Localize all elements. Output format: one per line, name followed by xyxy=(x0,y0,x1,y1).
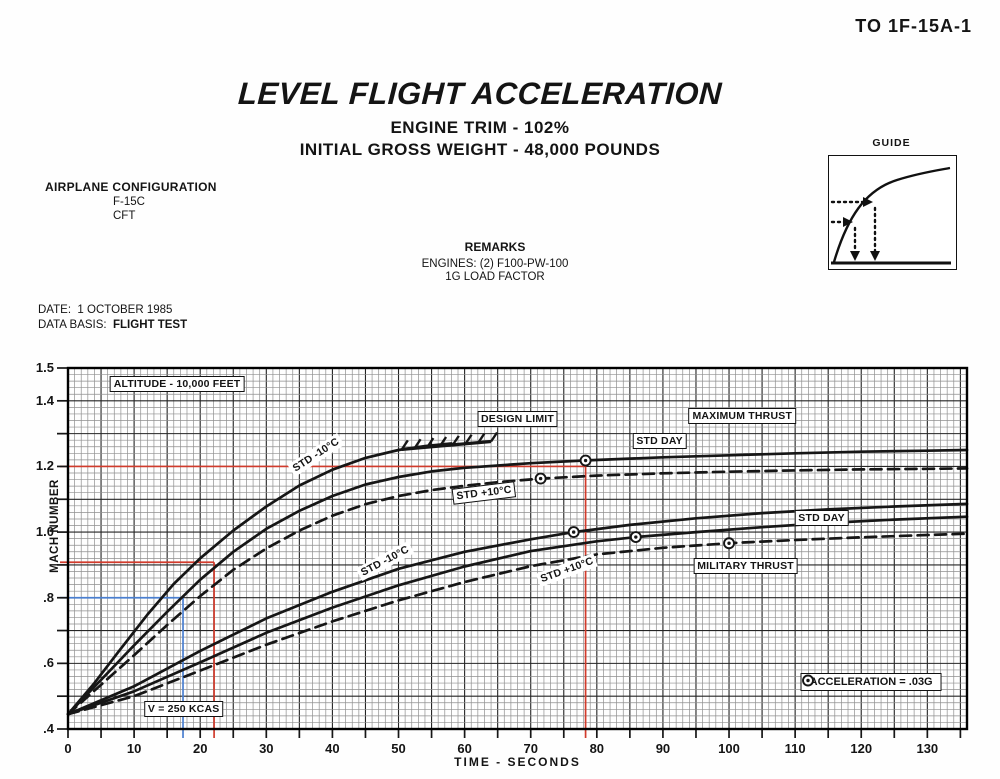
airplane-configuration-heading: AIRPLANE CONFIGURATION xyxy=(45,180,217,194)
date-value: 1 OCTOBER 1985 xyxy=(77,304,173,316)
acceleration-marker-icon xyxy=(567,526,580,539)
x-tick-label: 130 xyxy=(916,741,939,756)
doc-number: TO 1F-15A-1 xyxy=(855,16,972,36)
x-axis-label: TIME - SECONDS xyxy=(454,755,581,769)
curve-military-thrust-std-plus-10C xyxy=(66,532,969,716)
acceleration-marker-icon xyxy=(802,674,815,687)
chart-label-design-limit-label: DESIGN LIMIT xyxy=(477,410,558,427)
page-title: LEVEL FLIGHT ACCELERATION xyxy=(237,76,723,111)
y-tick-label: .4 xyxy=(43,721,54,736)
acceleration-marker-icon xyxy=(534,472,547,485)
x-tick-label: 70 xyxy=(523,741,538,756)
remarks-heading: REMARKS xyxy=(464,240,526,254)
acceleration-chart-plot-area: 0 10 20 30 40 50 60 70 80 90 100 110 120 130 1.5 1.4 1.2… xyxy=(36,360,969,756)
date-label: DATE: xyxy=(38,304,72,316)
subtitle-engine-trim: ENGINE TRIM - 102% xyxy=(390,118,570,137)
guide-inset xyxy=(828,155,957,270)
curve-maximum-thrust-std-minus-10C xyxy=(66,442,453,716)
acceleration-marker-icon xyxy=(579,454,592,467)
airplane-configuration-model: F-15C xyxy=(113,196,145,208)
date-data-basis: DATE: 1 OCTOBER 1985 DATA BASIS: FLIGHT … xyxy=(38,303,187,333)
x-tick-label: 50 xyxy=(391,741,406,756)
y-tick-label: 1.5 xyxy=(35,360,54,375)
y-tick-label: 1.4 xyxy=(35,392,54,408)
subtitle-gross-weight: INITIAL GROSS WEIGHT - 48,000 POUNDS xyxy=(299,140,661,159)
x-tick-label: 90 xyxy=(655,741,671,756)
data-basis-label: DATA BASIS: xyxy=(38,319,107,331)
chart-label-military-thrust-label: MILITARY THRUST xyxy=(693,557,798,574)
y-tick-label: .8 xyxy=(43,589,54,605)
x-tick-label: 40 xyxy=(325,741,340,756)
guide-label: GUIDE xyxy=(872,137,911,149)
x-tick-label: 100 xyxy=(718,741,740,756)
y-tick-label: 1.2 xyxy=(35,458,54,474)
x-tick-label: 30 xyxy=(259,741,274,756)
airplane-configuration-cft: CFT xyxy=(113,210,136,222)
chart-label-altitude-note: ALTITUDE - 10,000 FEET xyxy=(109,375,245,392)
acceleration-marker-icon xyxy=(723,537,735,550)
x-tick-label: 60 xyxy=(457,741,472,756)
legend-acceleration: ACCELERATION = .03G xyxy=(800,673,942,692)
x-tick-label: 110 xyxy=(784,741,806,756)
airplane-configuration: AIRPLANE CONFIGURATION F-15C CFT xyxy=(45,180,217,222)
chart-label-std-day-lower-label: STD DAY xyxy=(794,509,849,526)
curve-maximum-thrust-std-day xyxy=(66,448,969,716)
chart-label-std-day-upper-label: STD DAY xyxy=(632,432,687,449)
legend-text: ACCELERATION = .03G xyxy=(809,676,933,689)
chart-label-airspeed-note: V = 250 KCAS xyxy=(143,700,224,717)
data-basis-value: FLIGHT TEST xyxy=(113,319,188,331)
x-tick-label: 120 xyxy=(850,741,873,756)
remarks-engines: ENGINES: (2) F100-PW-100 xyxy=(421,258,569,270)
x-tick-label: 10 xyxy=(126,741,142,756)
y-tick-label: .6 xyxy=(43,655,54,671)
acceleration-marker-icon xyxy=(629,531,642,543)
remarks-load-factor: 1G LOAD FACTOR xyxy=(445,271,545,283)
chart-canvas xyxy=(57,366,969,738)
x-tick-label: 0 xyxy=(64,741,72,756)
x-tick-label: 20 xyxy=(192,741,208,756)
x-tick-label: 80 xyxy=(589,741,605,756)
remarks: REMARKS ENGINES: (2) F100-PW-100 1G LOAD… xyxy=(330,240,660,283)
chart-label-maximum-thrust-label: MAXIMUM THRUST xyxy=(688,407,797,424)
y-tick-label: 1.0 xyxy=(35,524,54,540)
guide-curve-icon xyxy=(830,166,951,265)
